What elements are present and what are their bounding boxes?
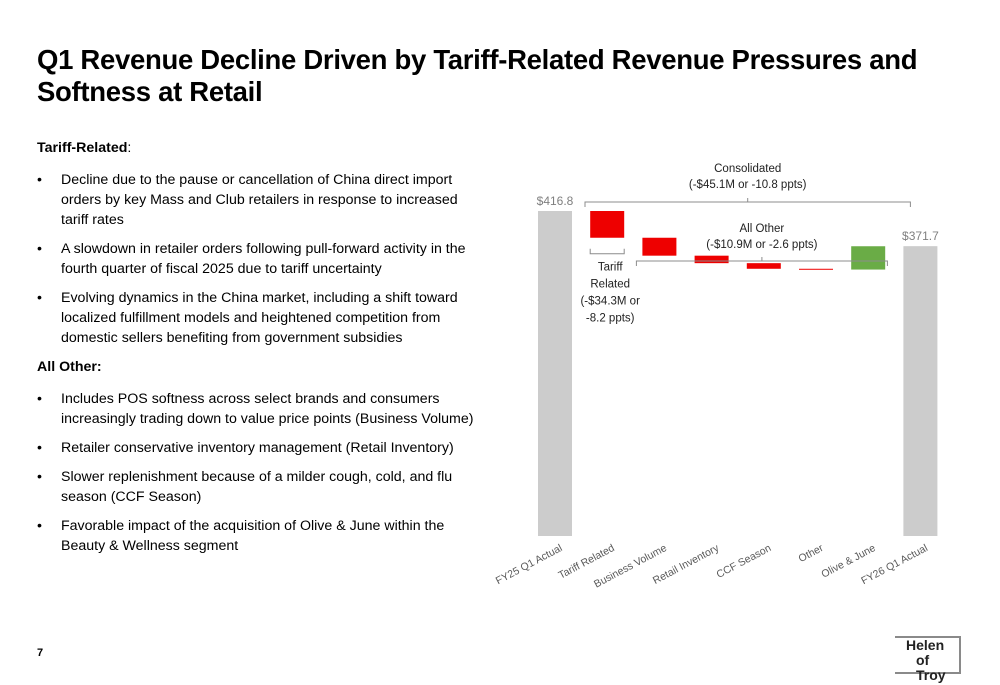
section-heading-tariff: Tariff-Related: [37, 140, 132, 156]
bullet-item: Includes POS softness across select bran… [37, 389, 487, 429]
bullet-item: Evolving dynamics in the China market, i… [37, 288, 487, 348]
bar-7 [903, 246, 938, 536]
tariff-annotation: -8.2 ppts) [586, 313, 635, 325]
tariff-annotation: Related [590, 279, 630, 291]
helen-of-troy-logo: Helen of Troy [895, 636, 961, 683]
tariff-annotation: (-$34.3M or [580, 296, 640, 308]
all-other-annotation: All Other [740, 223, 785, 235]
category-label: Other [797, 542, 826, 565]
total-value-label: $416.8 [537, 194, 574, 208]
total-value-label: $371.7 [902, 229, 939, 243]
logo-line-2: of Troy [916, 652, 946, 683]
bar-0 [538, 211, 572, 536]
bar-5 [799, 268, 833, 270]
logo-line-1: Helen [906, 637, 945, 653]
tariff-annotation: Tariff [598, 262, 624, 274]
tariff-bracket [589, 248, 625, 255]
bar-4 [746, 263, 781, 269]
consolidated-bracket [584, 201, 911, 207]
page-title: Q1 Revenue Decline Driven by Tariff-Rela… [37, 44, 918, 107]
bullet-item: Decline due to the pause or cancellation… [37, 170, 487, 230]
category-label: CCF Season [715, 542, 774, 581]
category-label: FY25 Q1 Actual [494, 542, 565, 587]
section-heading-all-other: All Other: [37, 359, 102, 375]
bar-3 [694, 255, 729, 264]
tariff-bullet-list: Decline due to the pause or cancellation… [37, 170, 487, 348]
bullet-item: A slowdown in retailer orders following … [37, 239, 487, 279]
all-other-bullet-list: Includes POS softness across select bran… [37, 389, 487, 556]
page-number: 7 [37, 647, 44, 659]
logo-frame [895, 636, 961, 674]
bar-2 [642, 237, 677, 256]
bullet-item: Slower replenishment because of a milder… [37, 467, 487, 507]
consolidated-annotation: Consolidated [714, 163, 781, 175]
bar-6 [851, 246, 886, 270]
bullet-item: Retailer conservative inventory manageme… [37, 438, 487, 458]
bullet-item: Favorable impact of the acquisition of O… [37, 516, 487, 556]
commentary: Tariff-Related: Decline due to the pause… [37, 138, 487, 565]
all-other-annotation: (-$10.9M or -2.6 ppts) [706, 239, 817, 251]
bar-1 [590, 211, 625, 238]
consolidated-annotation: (-$45.1M or -10.8 ppts) [689, 179, 807, 191]
